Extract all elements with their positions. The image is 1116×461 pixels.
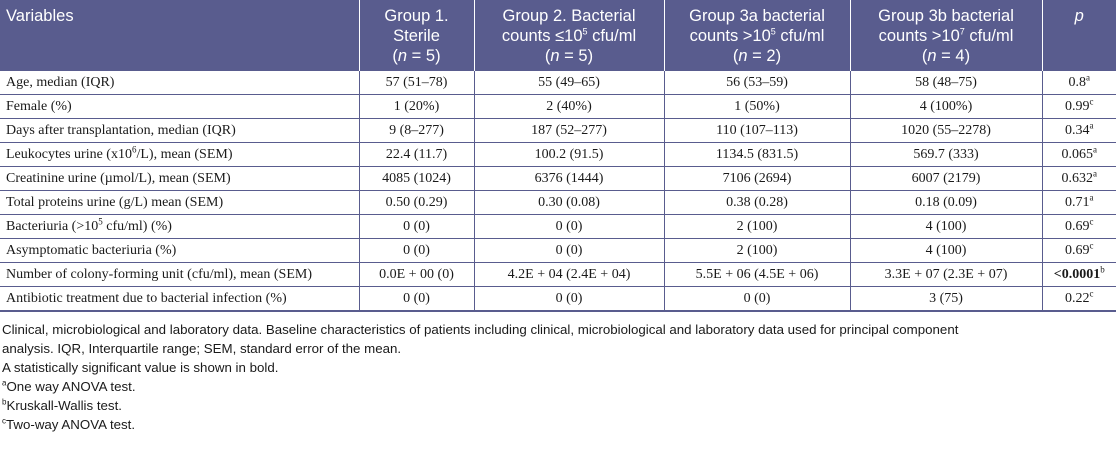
group-2-cell: 4.2E + 04 (2.4E + 04) xyxy=(474,262,665,287)
header-p-value: p xyxy=(1042,0,1116,71)
group-1-cell: 0 (0) xyxy=(359,214,475,239)
header-variables: Variables xyxy=(0,0,360,71)
group-3b-cell: 1020 (55–2278) xyxy=(850,118,1043,143)
group-3a-cell: 0 (0) xyxy=(664,286,851,311)
variable-cell: Age, median (IQR) xyxy=(0,71,360,95)
group-3a-cell: 2 (100) xyxy=(664,238,851,263)
variable-cell: Leukocytes urine (x106/L), mean (SEM) xyxy=(0,142,360,167)
table-row: Number of colony-forming unit (cfu/ml), … xyxy=(0,262,1116,287)
variable-cell: Antibiotic treatment due to bacterial in… xyxy=(0,286,360,311)
table-row: Total proteins urine (g/L) mean (SEM) 0.5… xyxy=(0,190,1116,215)
table-row: Creatinine urine (µmol/L), mean (SEM) 408… xyxy=(0,166,1116,191)
caption-line: analysis. IQR, Interquartile range; SEM,… xyxy=(2,341,402,356)
group-3a-cell: 1134.5 (831.5) xyxy=(664,142,851,167)
p-value-cell: 0.632a xyxy=(1042,166,1116,191)
variable-cell: Days after transplantation, median (IQR) xyxy=(0,118,360,143)
group-3a-cell: 1 (50%) xyxy=(664,94,851,119)
p-value-cell: 0.065a xyxy=(1042,142,1116,167)
variable-cell: Asymptomatic bacteriuria (%) xyxy=(0,238,360,263)
table-row: Leukocytes urine (x106/L), mean (SEM) 22.… xyxy=(0,142,1116,167)
group-3a-cell: 0.38 (0.28) xyxy=(664,190,851,215)
group-1-cell: 4085 (1024) xyxy=(359,166,475,191)
p-value-cell: 0.71a xyxy=(1042,190,1116,215)
variable-cell: Number of colony-forming unit (cfu/ml), … xyxy=(0,262,360,287)
header-group-1: Group 1. Sterile (n = 5) xyxy=(359,0,475,71)
group-3b-cell: 4 (100) xyxy=(850,238,1043,263)
table-notes: Clinical, microbiological and laboratory… xyxy=(0,312,1116,434)
group-2-cell: 100.2 (91.5) xyxy=(474,142,665,167)
p-value-cell: 0.8a xyxy=(1042,71,1116,95)
group-3b-cell: 569.7 (333) xyxy=(850,142,1043,167)
group-3b-cell: 4 (100) xyxy=(850,214,1043,239)
group-3b-cell: 58 (48–75) xyxy=(850,71,1043,95)
group-3a-cell: 5.5E + 06 (4.5E + 06) xyxy=(664,262,851,287)
caption-line: Clinical, microbiological and laboratory… xyxy=(2,322,959,337)
variable-cell: Total proteins urine (g/L) mean (SEM) xyxy=(0,190,360,215)
group-2-cell: 187 (52–277) xyxy=(474,118,665,143)
group-2-cell: 0 (0) xyxy=(474,286,665,311)
group-2-cell: 2 (40%) xyxy=(474,94,665,119)
table-row: Bacteriuria (>105 cfu/ml) (%) 0 (0) 0 (0) 2… xyxy=(0,214,1116,239)
p-value-cell: 0.69c xyxy=(1042,214,1116,239)
group-1-cell: 0.0E + 00 (0) xyxy=(359,262,475,287)
group-3a-cell: 2 (100) xyxy=(664,214,851,239)
group-3a-cell: 110 (107–113) xyxy=(664,118,851,143)
group-1-cell: 0 (0) xyxy=(359,238,475,263)
group-3b-cell: 6007 (2179) xyxy=(850,166,1043,191)
footnote: cTwo-way ANOVA test. xyxy=(2,416,136,432)
variable-cell: Bacteriuria (>105 cfu/ml) (%) xyxy=(0,214,360,239)
header-group-3b: Group 3b bacterial counts >107 cfu/ml (n… xyxy=(850,0,1043,71)
table-row: Asymptomatic bacteriuria (%) 0 (0) 0 (0) 2 … xyxy=(0,238,1116,263)
significance-note: A statistically significant value is sho… xyxy=(2,360,279,375)
group-1-cell: 22.4 (11.7) xyxy=(359,142,475,167)
p-value-cell: 0.69c xyxy=(1042,238,1116,263)
group-1-cell: 9 (8–277) xyxy=(359,118,475,143)
group-3a-cell: 7106 (2694) xyxy=(664,166,851,191)
group-1-cell: 0.50 (0.29) xyxy=(359,190,475,215)
group-2-cell: 0.30 (0.08) xyxy=(474,190,665,215)
group-2-cell: 6376 (1444) xyxy=(474,166,665,191)
table-row: Days after transplantation, median (IQR)… xyxy=(0,118,1116,143)
table-figure: Variables Group 1. Sterile (n = 5) Group… xyxy=(0,0,1116,434)
p-value-cell: 0.99c xyxy=(1042,94,1116,119)
variable-cell: Creatinine urine (µmol/L), mean (SEM) xyxy=(0,166,360,191)
group-2-cell: 0 (0) xyxy=(474,214,665,239)
table-row: Age, median (IQR) 57 (51–78) 55 (49–65) 56 … xyxy=(0,71,1116,95)
header-group-2: Group 2. Bacterial counts ≤105 cfu/ml (n… xyxy=(474,0,665,71)
header-row: Variables Group 1. Sterile (n = 5) Group… xyxy=(0,0,1116,71)
group-3a-cell: 56 (53–59) xyxy=(664,71,851,95)
group-1-cell: 57 (51–78) xyxy=(359,71,475,95)
p-value-cell: 0.22c xyxy=(1065,287,1094,306)
group-2-cell: 0 (0) xyxy=(474,238,665,263)
table-row: Female (%) 1 (20%) 2 (40%) 1 (50%) 4 (100%) 0… xyxy=(0,94,1116,119)
table-row: Antibiotic treatment due to bacterial in… xyxy=(0,286,1116,311)
group-3b-cell: 3.3E + 07 (2.3E + 07) xyxy=(850,262,1043,287)
data-table: Variables Group 1. Sterile (n = 5) Group… xyxy=(0,0,1116,312)
footnote: aOne way ANOVA test. xyxy=(2,378,136,394)
footnote: bKruskall-Wallis test. xyxy=(2,397,122,413)
group-1-cell: 1 (20%) xyxy=(359,94,475,119)
group-1-cell: 0 (0) xyxy=(359,286,475,311)
group-3b-cell: 3 (75) xyxy=(850,286,1043,311)
group-3b-cell: 4 (100%) xyxy=(850,94,1043,119)
header-group-3a: Group 3a bacterial counts >105 cfu/ml (n… xyxy=(664,0,851,71)
p-value-cell: 0.34a xyxy=(1042,118,1116,143)
group-3b-cell: 0.18 (0.09) xyxy=(850,190,1043,215)
group-2-cell: 55 (49–65) xyxy=(474,71,665,95)
p-value-cell: <0.0001b xyxy=(1042,262,1116,287)
variable-cell: Female (%) xyxy=(0,94,360,119)
